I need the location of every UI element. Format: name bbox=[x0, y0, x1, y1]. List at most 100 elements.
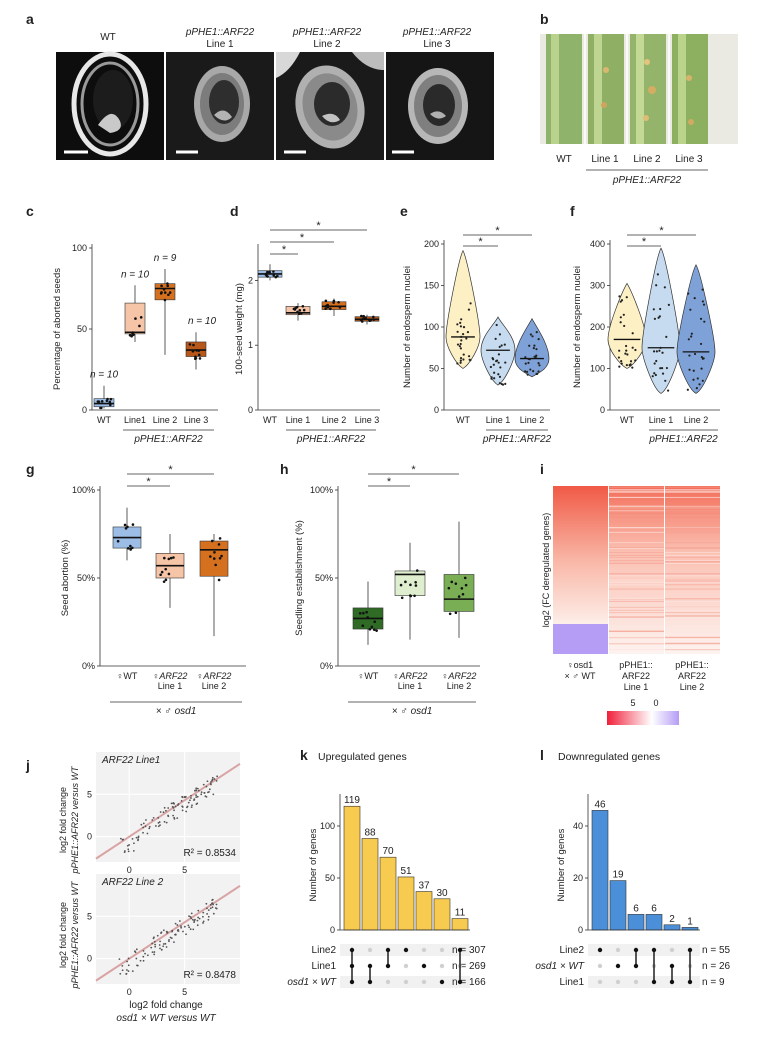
h-point bbox=[366, 616, 369, 619]
panel-j-ylabel-bottom: log2 fold change pPHE1::AFR22 versus WT bbox=[58, 880, 80, 990]
l-matrix-row-bg bbox=[588, 976, 700, 988]
j2-point bbox=[162, 943, 165, 945]
h-point bbox=[461, 592, 465, 596]
e-point bbox=[536, 372, 539, 375]
l-matrix-row-bg bbox=[588, 944, 700, 956]
h-box-1 bbox=[394, 542, 426, 640]
d-point bbox=[359, 318, 363, 322]
f-point bbox=[699, 342, 703, 346]
c-group-label: pPHE1::ARF22 bbox=[133, 434, 203, 445]
f-point bbox=[660, 367, 664, 370]
j2-point bbox=[215, 903, 218, 906]
e-point bbox=[458, 345, 461, 348]
h-category-label: ♀ARF22 bbox=[442, 671, 477, 681]
heatmap-col-line1 bbox=[609, 486, 664, 654]
k-ylabel: Number of genes bbox=[308, 828, 319, 901]
d-ytick-label: 2 bbox=[248, 275, 253, 285]
g-category-label: ♀ARF22 bbox=[197, 671, 232, 681]
j2-point bbox=[182, 930, 184, 933]
h-category-label: ♀ARF22 bbox=[393, 671, 428, 681]
h-point bbox=[414, 584, 418, 587]
g-box-2 bbox=[199, 534, 229, 637]
d-sig-star: * bbox=[300, 232, 305, 244]
g-ytick-label: 50% bbox=[77, 573, 95, 583]
l-bar-value: 6 bbox=[633, 903, 639, 914]
f-point bbox=[663, 286, 666, 289]
d-point bbox=[266, 270, 269, 274]
d-point bbox=[268, 270, 271, 274]
f-violin-body bbox=[641, 247, 681, 394]
j1-point bbox=[216, 775, 219, 778]
c-point bbox=[166, 284, 170, 288]
f-point bbox=[690, 332, 693, 335]
f-point bbox=[661, 372, 665, 375]
e-point bbox=[537, 338, 540, 341]
e-point bbox=[500, 382, 503, 386]
f-point bbox=[629, 360, 633, 363]
j2-point bbox=[126, 960, 128, 963]
g-category-label: ♀WT bbox=[117, 671, 138, 681]
k-set-size: n = 269 bbox=[452, 961, 486, 972]
panel-label-j: j bbox=[25, 757, 30, 773]
j2-point bbox=[154, 945, 157, 948]
j2-point bbox=[152, 937, 155, 940]
j2-point bbox=[207, 915, 210, 918]
j2-point bbox=[125, 969, 128, 971]
f-point bbox=[700, 367, 703, 370]
g-point bbox=[126, 547, 130, 550]
f-point bbox=[655, 359, 658, 363]
heatmap bbox=[553, 486, 720, 654]
g-point bbox=[167, 557, 171, 561]
f-point bbox=[701, 379, 704, 382]
j1-point bbox=[197, 789, 200, 792]
e-point bbox=[524, 370, 527, 373]
c-point bbox=[138, 324, 141, 328]
j1-point bbox=[123, 850, 126, 852]
f-point bbox=[628, 364, 631, 367]
e-point bbox=[459, 325, 463, 328]
f-point bbox=[665, 335, 668, 338]
j1-point bbox=[173, 809, 175, 812]
j2-point bbox=[159, 940, 161, 943]
j1-point bbox=[187, 801, 190, 804]
e-point bbox=[495, 323, 498, 327]
panel-j-ylabel-top: log2 fold change pPHE1::AFR22 versus WT bbox=[58, 765, 80, 875]
j2-point bbox=[180, 925, 182, 928]
g-box-0 bbox=[112, 507, 142, 561]
j2-point bbox=[190, 912, 193, 915]
h-point bbox=[375, 629, 378, 632]
j1-point bbox=[151, 819, 154, 821]
d-point bbox=[338, 306, 342, 309]
heatmap-col1-l1: ♀osd1 bbox=[567, 660, 593, 670]
e-point bbox=[499, 366, 502, 369]
j1-point bbox=[165, 821, 168, 824]
f-point bbox=[619, 300, 622, 303]
c-point bbox=[128, 333, 132, 337]
j1-point bbox=[157, 822, 160, 824]
j1-title: ARF22 Line1 bbox=[101, 755, 160, 766]
j1-point bbox=[200, 793, 203, 796]
c-point bbox=[166, 282, 169, 285]
j2-point bbox=[202, 915, 204, 918]
l-ytick-label: 20 bbox=[573, 873, 583, 883]
f-ytick-label: 0 bbox=[600, 405, 605, 415]
g-category-label: ♀ARF22 bbox=[153, 671, 188, 681]
k-bar bbox=[397, 876, 415, 931]
j1-point bbox=[121, 838, 124, 841]
f-point bbox=[620, 299, 624, 302]
h-point bbox=[447, 586, 451, 590]
e-point bbox=[532, 346, 535, 350]
k-matrix-dot bbox=[421, 947, 427, 953]
f-sig-star: * bbox=[642, 236, 647, 248]
j1-point bbox=[133, 842, 135, 845]
f-point bbox=[653, 362, 656, 365]
sem-image-wt bbox=[56, 51, 164, 160]
h-point bbox=[409, 594, 413, 598]
l-title: Downregulated genes bbox=[558, 751, 660, 763]
d-point bbox=[293, 308, 297, 311]
k-matrix-dot bbox=[403, 947, 409, 953]
g-point bbox=[220, 554, 223, 558]
panel-j-ylabel-top-1: log2 fold change bbox=[58, 787, 68, 853]
j2-point bbox=[205, 902, 208, 905]
